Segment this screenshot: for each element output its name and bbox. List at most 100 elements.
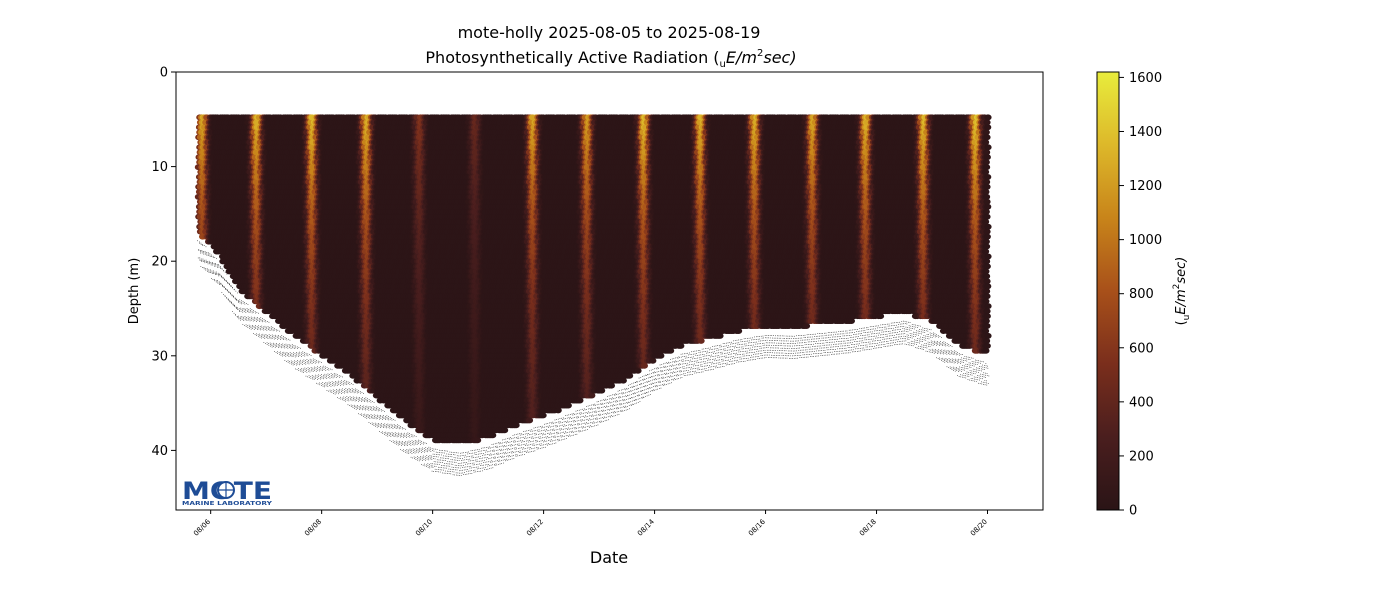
seafloor-sounding-point	[385, 416, 386, 417]
seafloor-sounding-point	[321, 377, 323, 379]
seafloor-sounding-point	[253, 310, 254, 311]
seafloor-sounding-point	[343, 398, 345, 400]
seafloor-sounding-point	[287, 361, 289, 363]
seafloor-sounding-point	[208, 269, 210, 271]
seafloor-sounding-point	[344, 392, 345, 394]
seafloor-sounding-point	[279, 346, 281, 348]
seafloor-sounding-point	[340, 398, 342, 400]
seafloor-sounding-point	[205, 253, 206, 255]
seafloor-sounding-point	[224, 278, 225, 280]
seafloor-sounding-point	[259, 319, 260, 321]
seafloor-sounding-point	[327, 377, 329, 378]
seafloor-sounding-point	[227, 298, 229, 300]
seafloor-sounding-point	[285, 346, 287, 348]
seafloor-sounding-point	[247, 316, 249, 318]
seafloor-sounding-point	[295, 345, 296, 347]
seafloor-sounding-point	[232, 304, 234, 305]
seafloor-sounding-point	[303, 359, 305, 361]
seafloor-sounding-point	[293, 345, 295, 346]
seafloor-sounding-point	[248, 319, 249, 321]
seafloor-sounding-point	[231, 302, 232, 303]
seafloor-sounding-point	[255, 326, 256, 328]
seafloor-sounding-point	[256, 335, 257, 336]
seafloor-sounding-point	[348, 398, 349, 400]
seafloor-sounding-point	[309, 354, 310, 355]
seafloor-sounding-point	[360, 398, 362, 399]
seafloor-sounding-point	[387, 426, 389, 428]
seafloor-sounding-point	[366, 416, 367, 417]
seafloor-sounding-point	[361, 401, 362, 402]
seafloor-sounding-point	[276, 330, 277, 332]
seafloor-sounding-point	[302, 362, 303, 363]
seafloor-sounding-point	[310, 362, 311, 364]
seafloor-sounding-point	[380, 415, 381, 416]
seafloor-sounding-point	[219, 282, 220, 284]
seafloor-sounding-point	[318, 367, 320, 368]
seafloor-sounding-point	[256, 333, 257, 335]
seafloor-sounding-point	[331, 381, 333, 383]
seafloor-sounding-point	[258, 312, 259, 314]
seafloor-sounding-point	[383, 427, 384, 428]
seafloor-sounding-point	[218, 275, 219, 277]
seafloor-sounding-point	[243, 316, 244, 318]
seafloor-sounding-point	[202, 261, 204, 262]
seafloor-sounding-point	[367, 415, 369, 417]
seafloor-sounding-point	[218, 264, 219, 266]
seafloor-sounding-point	[340, 389, 342, 391]
seafloor-sounding-point	[258, 327, 260, 328]
seafloor-sounding-point	[371, 406, 372, 408]
seafloor-sounding-point	[206, 254, 208, 256]
seafloor-sounding-point	[258, 318, 260, 319]
seafloor-sounding-point	[274, 345, 276, 347]
seafloor-sounding-point	[300, 347, 301, 349]
seafloor-sounding-point	[280, 354, 282, 356]
seafloor-sounding-point	[335, 382, 336, 384]
seafloor-sounding-point	[378, 415, 380, 417]
seafloor-sounding-point	[296, 352, 297, 353]
seafloor-sounding-point	[323, 369, 325, 370]
data-layer	[194, 114, 992, 476]
seafloor-sounding-point	[370, 414, 372, 415]
seafloor-sounding-point	[344, 380, 346, 381]
seafloor-sounding-point	[281, 345, 282, 347]
seafloor-sounding-point	[232, 287, 233, 289]
seafloor-sounding-point	[344, 391, 345, 392]
seafloor-sounding-point	[280, 351, 281, 353]
seafloor-sounding-point	[209, 256, 211, 257]
seafloor-sounding-point	[215, 274, 216, 275]
seafloor-sounding-point	[326, 367, 328, 368]
seafloor-sounding-point	[289, 362, 291, 364]
seafloor-sounding-point	[205, 259, 207, 261]
seafloor-sounding-point	[335, 381, 336, 382]
seafloor-sounding-point	[290, 344, 292, 346]
seafloor-sounding-point	[372, 401, 373, 402]
seafloor-sounding-point	[243, 320, 245, 321]
seafloor-sounding-point	[363, 393, 364, 394]
seafloor-sounding-point	[342, 390, 344, 391]
seafloor-sounding-point	[231, 302, 232, 304]
seafloor-sounding-point	[361, 399, 362, 401]
seafloor-sounding-point	[216, 258, 217, 259]
seafloor-sounding-point	[342, 381, 344, 382]
seafloor-sounding-point	[214, 273, 216, 274]
seafloor-sounding-point	[369, 406, 371, 407]
seafloor-sounding-point	[219, 273, 221, 275]
seafloor-sounding-point	[362, 397, 363, 398]
seafloor-sounding-point	[299, 351, 300, 353]
seafloor-sounding-point	[198, 249, 200, 250]
seafloor-sounding-point	[241, 303, 242, 305]
seafloor-sounding-point	[347, 383, 349, 384]
seafloor-sounding-point	[218, 266, 220, 268]
seafloor-sounding-point	[306, 370, 307, 371]
seafloor-sounding-point	[252, 325, 253, 326]
seafloor-sounding-point	[224, 296, 226, 297]
seafloor-sounding-point	[376, 426, 378, 428]
seafloor-sounding-point	[363, 416, 364, 417]
seafloor-sounding-point	[233, 296, 234, 297]
seafloor-sounding-point	[210, 263, 212, 265]
seafloor-sounding-point	[237, 308, 239, 310]
seafloor-sounding-point	[222, 286, 224, 287]
seafloor-sounding-point	[234, 304, 235, 306]
seafloor-sounding-point	[215, 281, 217, 283]
seafloor-sounding-point	[308, 377, 310, 378]
